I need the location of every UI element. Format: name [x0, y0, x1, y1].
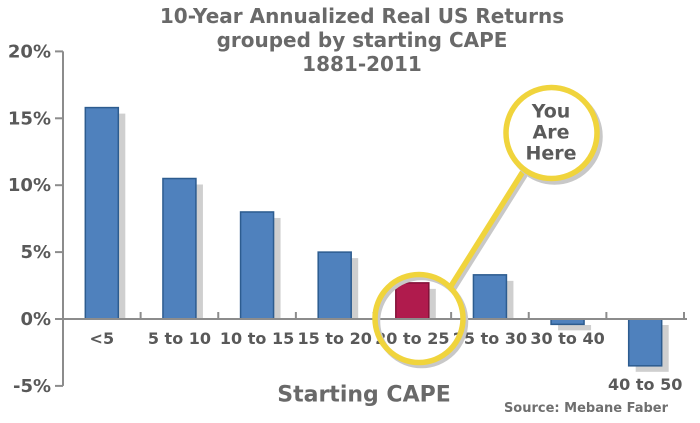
- y-tick-label: -5%: [13, 376, 51, 397]
- category-label-40-to-50: 40 to 50: [608, 375, 682, 394]
- chart-title-line3: 1881-2011: [302, 52, 422, 76]
- chart-title: 10-Year Annualized Real US Returns group…: [160, 4, 564, 76]
- chart-title-line2: grouped by starting CAPE: [216, 28, 508, 52]
- callout-label-line1: You: [531, 100, 571, 123]
- bar-5: [84, 106, 120, 320]
- callout-line: [448, 170, 525, 289]
- source-credit: Source: Mebane Faber: [503, 401, 668, 416]
- chart-title-line1: 10-Year Annualized Real US Returns: [159, 4, 565, 28]
- category-label-5: <5: [90, 329, 115, 348]
- bar-20-to-25: [395, 282, 430, 320]
- category-label-5-to-10: 5 to 10: [148, 329, 211, 348]
- x-axis-title: Starting CAPE: [277, 382, 451, 408]
- callout-circle: [503, 84, 600, 182]
- y-tick-label: 5%: [20, 242, 51, 263]
- bar-25-to-30: [472, 274, 508, 320]
- bar-15-to-20: [317, 251, 352, 320]
- bar-10-to-15: [239, 211, 275, 320]
- bar-5-to-10: [162, 177, 197, 320]
- category-label-20-to-25: 20 to 25: [375, 329, 449, 348]
- callout-label-line2: Are: [532, 121, 570, 144]
- category-label-10-to-15: 10 to 15: [220, 329, 294, 348]
- callout-label: You Are Here: [525, 100, 577, 165]
- bar-shadow-30-to-40: [558, 325, 592, 331]
- highlight-ring: [372, 271, 466, 366]
- y-tick-label: 10%: [8, 175, 51, 196]
- callout-line-shadow: [450, 173, 528, 292]
- category-label-30-to-40: 30 to 40: [530, 329, 604, 348]
- category-label-25-to-30: 25 to 30: [453, 329, 527, 348]
- callout-label-line3: Here: [525, 142, 577, 165]
- y-tick-label: 20%: [8, 41, 51, 62]
- y-tick-label: 15%: [8, 108, 51, 129]
- bar-40-to-50: [627, 318, 663, 367]
- category-label-15-to-20: 15 to 20: [298, 329, 372, 348]
- y-tick-label: 0%: [20, 309, 51, 330]
